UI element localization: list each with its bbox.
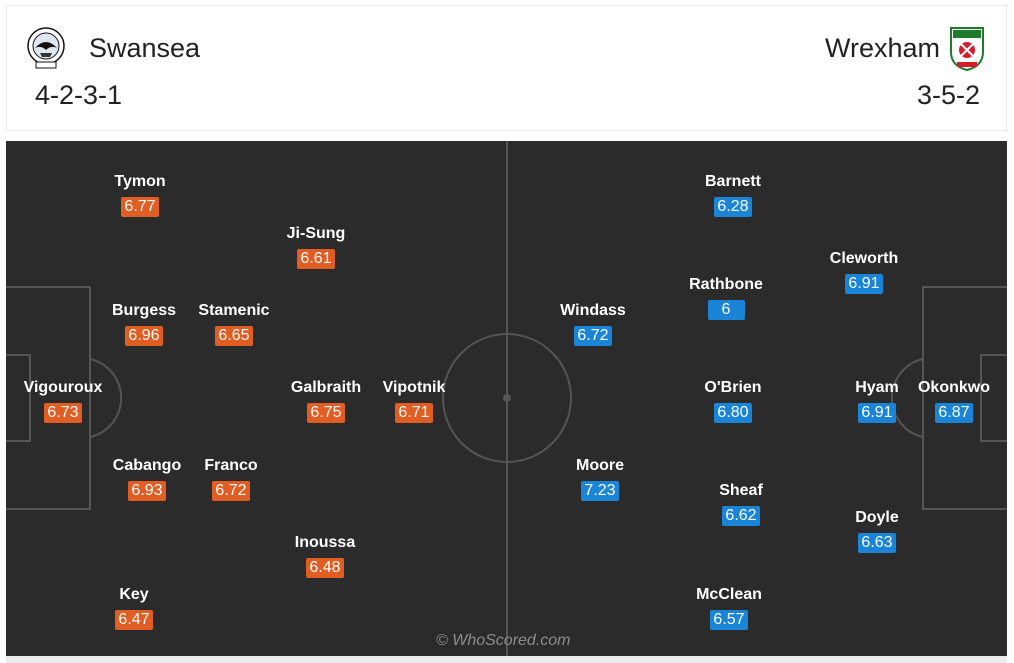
player-card[interactable]: McClean 6.57 [674, 585, 784, 630]
player-rating: 6.72 [574, 326, 611, 346]
player-name: Tymon [85, 172, 195, 192]
player-card[interactable]: O'Brien 6.80 [678, 378, 788, 423]
player-rating: 7.23 [581, 481, 618, 501]
player-name: Barnett [678, 172, 788, 192]
player-card[interactable]: Vigouroux 6.73 [8, 378, 118, 423]
player-rating: 6.77 [121, 197, 158, 217]
player-name: Inoussa [270, 533, 380, 553]
player-name: Doyle [822, 508, 932, 528]
player-rating: 6.91 [845, 274, 882, 294]
player-card[interactable]: Vipotnik 6.71 [359, 378, 469, 423]
footer-divider [6, 656, 1007, 663]
player-card[interactable]: Windass 6.72 [538, 301, 648, 346]
player-rating: 6.57 [710, 610, 747, 630]
player-name: Okonkwo [899, 378, 1007, 398]
player-rating: 6.62 [722, 506, 759, 526]
away-formation: 3-5-2 [917, 80, 980, 111]
player-name: Sheaf [686, 481, 796, 501]
player-rating: 6.28 [714, 197, 751, 217]
player-name: Vigouroux [8, 378, 118, 398]
watermark: © WhoScored.com [436, 632, 571, 650]
player-card[interactable]: Key 6.47 [79, 585, 189, 630]
wrexham-crest-icon [947, 24, 987, 72]
player-card[interactable]: Inoussa 6.48 [270, 533, 380, 578]
player-rating: 6.71 [395, 403, 432, 423]
player-rating: 6.63 [858, 533, 895, 553]
player-rating: 6.91 [858, 403, 895, 423]
player-name: Ji-Sung [261, 224, 371, 244]
player-card[interactable]: Moore 7.23 [545, 456, 655, 501]
player-name: Cleworth [809, 249, 919, 269]
player-name: Vipotnik [359, 378, 469, 398]
home-team-name: Swansea [89, 33, 200, 64]
home-formation: 4-2-3-1 [35, 80, 122, 111]
pitch: Tymon 6.77 Ji-Sung 6.61 Burgess 6.96 Sta… [6, 141, 1007, 656]
player-name: Stamenic [179, 301, 289, 321]
player-card[interactable]: Ji-Sung 6.61 [261, 224, 371, 269]
player-rating: 6.61 [297, 249, 334, 269]
player-name: Moore [545, 456, 655, 476]
player-card[interactable]: Doyle 6.63 [822, 508, 932, 553]
player-card[interactable]: Tymon 6.77 [85, 172, 195, 217]
player-name: Key [79, 585, 189, 605]
swansea-crest-icon [26, 26, 66, 72]
player-rating: 6.48 [306, 558, 343, 578]
player-rating: 6.75 [307, 403, 344, 423]
player-rating: 6.93 [128, 481, 165, 501]
player-card[interactable]: Barnett 6.28 [678, 172, 788, 217]
player-rating: 6 [708, 300, 745, 320]
player-rating: 6.72 [212, 481, 249, 501]
player-name: McClean [674, 585, 784, 605]
player-name: O'Brien [678, 378, 788, 398]
player-card[interactable]: Rathbone 6 [671, 275, 781, 320]
player-rating: 6.96 [125, 326, 162, 346]
player-name: Franco [176, 456, 286, 476]
match-header: Swansea 4-2-3-1 Wrexham 3-5-2 [6, 5, 1007, 131]
player-card[interactable]: Franco 6.72 [176, 456, 286, 501]
player-card[interactable]: Cleworth 6.91 [809, 249, 919, 294]
player-rating: 6.87 [935, 403, 972, 423]
away-team-name: Wrexham [825, 33, 940, 64]
player-rating: 6.65 [215, 326, 252, 346]
player-card[interactable]: Okonkwo 6.87 [899, 378, 1007, 423]
player-rating: 6.80 [714, 403, 751, 423]
player-card[interactable]: Sheaf 6.62 [686, 481, 796, 526]
player-name: Windass [538, 301, 648, 321]
player-rating: 6.47 [115, 610, 152, 630]
player-card[interactable]: Stamenic 6.65 [179, 301, 289, 346]
player-rating: 6.73 [44, 403, 81, 423]
player-name: Rathbone [671, 275, 781, 295]
